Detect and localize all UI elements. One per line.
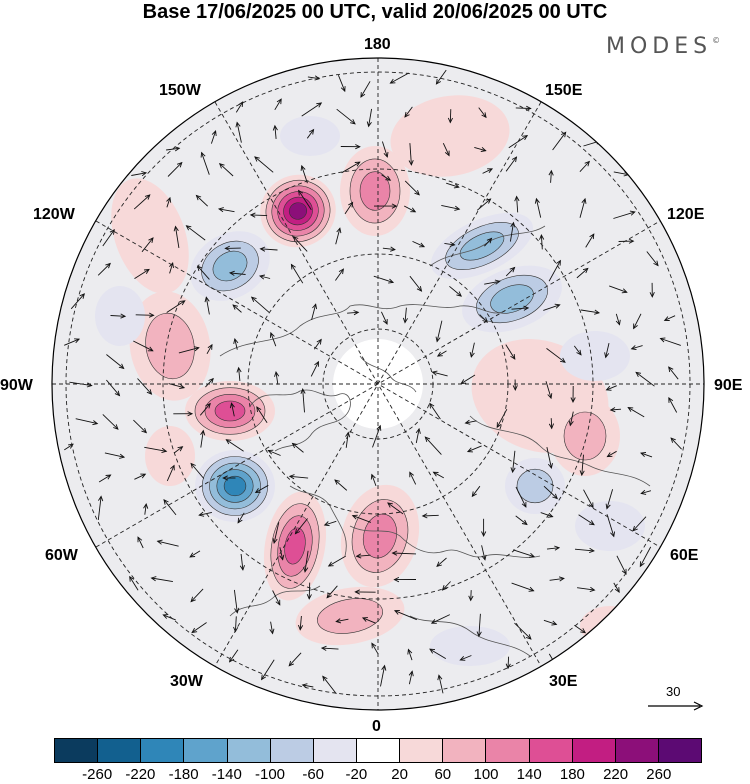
colorbar-tick-label: -20 xyxy=(346,766,368,783)
colorbar-ticks: -260 -220 -180 -140 -100 -60 -20 20 60 100 140 180 2… xyxy=(54,766,702,784)
map-title: Base 17/06/2025 00 UTC, valid 20/06/2025… xyxy=(0,0,750,24)
colorbar-cell xyxy=(443,739,486,762)
label-120w: 120W xyxy=(33,206,75,224)
label-60e: 60E xyxy=(670,547,698,565)
colorbar-tick-label: -60 xyxy=(302,766,324,783)
brand-mark: © xyxy=(712,36,720,45)
colorbar-tick-label: 100 xyxy=(473,766,498,783)
colorbar-cell xyxy=(98,739,141,762)
label-90w: 90W xyxy=(0,377,33,395)
colorbar xyxy=(54,738,702,763)
anomaly-contour xyxy=(215,401,245,421)
colorbar-tick-label: -220 xyxy=(125,766,155,783)
colorbar-cell xyxy=(357,739,400,762)
wind-reference-arrow xyxy=(646,698,706,714)
label-120e: 120E xyxy=(667,206,704,224)
colorbar-cell xyxy=(184,739,227,762)
label-180: 180 xyxy=(364,36,391,54)
colorbar-tick-label: -260 xyxy=(82,766,112,783)
anomaly-contour xyxy=(580,606,640,646)
colorbar-tick-label: -140 xyxy=(212,766,242,783)
colorbar-cell xyxy=(314,739,357,762)
colorbar-cell xyxy=(228,739,271,762)
label-30w: 30W xyxy=(170,673,203,691)
colorbar-tick-label: 20 xyxy=(391,766,408,783)
anomaly-contour xyxy=(564,412,606,460)
colorbar-tick-label: -100 xyxy=(255,766,285,783)
colorbar-cell xyxy=(530,739,573,762)
anomaly-contour xyxy=(280,116,340,156)
polar-map xyxy=(50,56,706,712)
label-90e: 90E xyxy=(714,377,742,395)
colorbar-tick-label: 260 xyxy=(646,766,671,783)
colorbar-tick-label: 140 xyxy=(517,766,542,783)
colorbar-tick-label: -180 xyxy=(169,766,199,783)
anomaly-contour xyxy=(145,426,195,486)
polar-map-svg xyxy=(50,56,706,712)
colorbar-cell xyxy=(573,739,616,762)
colorbar-cell xyxy=(659,739,701,762)
colorbar-tick-label: 180 xyxy=(560,766,585,783)
anomaly-contour xyxy=(224,476,246,496)
colorbar-cell xyxy=(616,739,659,762)
label-150w: 150W xyxy=(159,82,201,100)
colorbar-cell xyxy=(271,739,314,762)
colorbar-cell xyxy=(141,739,184,762)
colorbar-tick-label: 220 xyxy=(603,766,628,783)
label-30e: 30E xyxy=(549,673,577,691)
colorbar-cell xyxy=(400,739,443,762)
label-0: 0 xyxy=(372,718,381,736)
anomaly-contour xyxy=(560,331,630,381)
colorbar-tick-label: 60 xyxy=(434,766,451,783)
label-150e: 150E xyxy=(545,82,582,100)
colorbar-cell xyxy=(486,739,529,762)
wind-reference-label: 30 xyxy=(666,684,680,699)
colorbar-cell xyxy=(55,739,98,762)
label-60w: 60W xyxy=(45,547,78,565)
anomaly-contour xyxy=(430,626,510,666)
